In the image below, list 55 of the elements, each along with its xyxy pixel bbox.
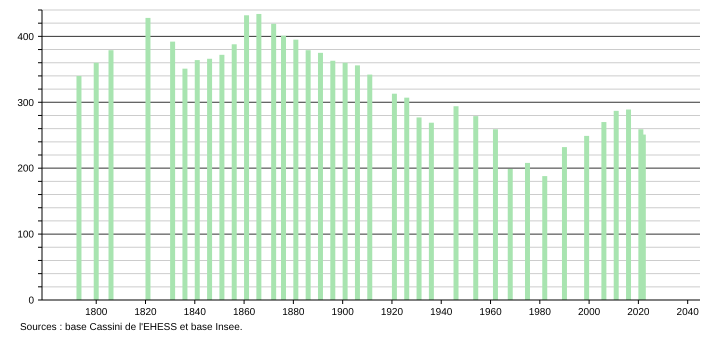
bar [492, 129, 498, 300]
bar [194, 60, 200, 300]
bar [428, 122, 434, 300]
bar [232, 44, 237, 300]
x-tick-label: 1820 [134, 307, 158, 318]
x-tick-label: 1960 [479, 307, 502, 318]
x-tick-label: 1900 [332, 307, 354, 318]
bar [392, 94, 397, 300]
y-tick-label: 400 [17, 32, 34, 43]
x-tick-label: 1880 [282, 307, 305, 318]
y-tick-label: 100 [17, 230, 34, 241]
bar [584, 136, 590, 300]
bar [367, 74, 372, 300]
bar [318, 52, 323, 300]
bar [170, 42, 176, 300]
bar [145, 18, 150, 300]
bar [330, 60, 336, 300]
bar [454, 106, 459, 300]
bar [244, 15, 250, 300]
bar [271, 24, 276, 300]
bar [182, 68, 188, 300]
x-tick-label: 2020 [627, 307, 650, 318]
bar [207, 58, 212, 300]
y-tick-label: 0 [28, 296, 34, 306]
bar [293, 40, 298, 300]
bar [108, 50, 114, 300]
x-tick-label: 1940 [430, 307, 453, 318]
bar [542, 176, 548, 300]
bar [601, 122, 606, 300]
bar [354, 65, 360, 300]
bar [94, 62, 99, 300]
bar [76, 76, 82, 300]
bar [256, 14, 262, 300]
bar [342, 62, 348, 300]
bar [626, 110, 632, 300]
source-note: Sources : base Cassini de l'EHESS et base Insee. [20, 322, 243, 333]
x-tick-label: 2000 [578, 307, 601, 318]
bar [473, 116, 478, 300]
bar [562, 147, 567, 300]
x-tick-label: 1840 [184, 307, 206, 318]
bar [404, 98, 410, 300]
bar [219, 54, 224, 300]
bar [614, 110, 619, 300]
x-tick-label: 2040 [676, 307, 700, 318]
bar [416, 117, 422, 300]
bar [306, 50, 311, 300]
x-tick-label: 1860 [232, 307, 256, 318]
x-tick-label: 1980 [528, 307, 552, 318]
y-tick-label: 200 [17, 164, 34, 175]
x-tick-label: 1800 [85, 307, 108, 318]
bar [524, 162, 530, 300]
bar [508, 168, 513, 300]
bar [281, 36, 286, 300]
x-tick-label: 1920 [380, 307, 404, 318]
y-tick-label: 300 [17, 98, 34, 109]
